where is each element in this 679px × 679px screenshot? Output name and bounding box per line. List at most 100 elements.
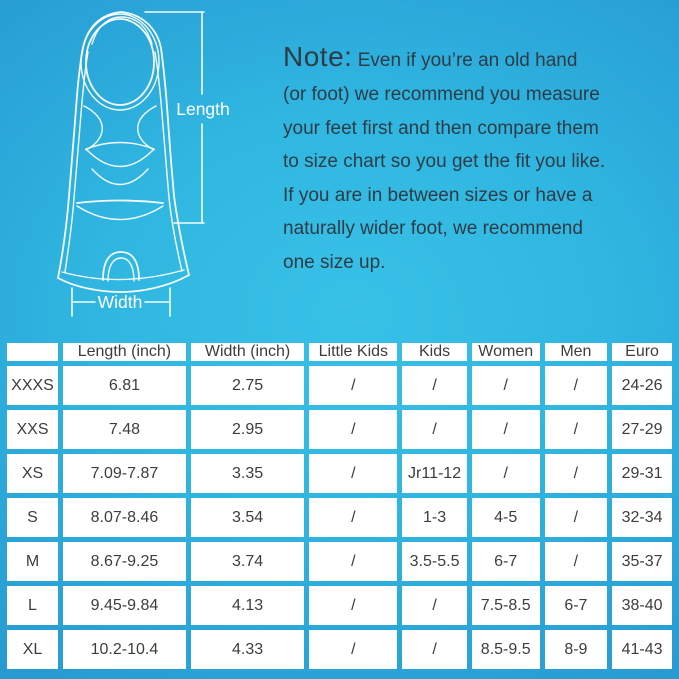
heel-arch <box>102 251 140 281</box>
width-dimension-label: Width <box>98 292 143 312</box>
table-cell: / <box>402 586 467 625</box>
table-cell: 3.54 <box>190 498 305 537</box>
table-cell: Jr11-12 <box>402 454 467 493</box>
table-cell: 4.13 <box>190 586 305 625</box>
table-row: XXS 7.48 2.95// //27-29 <box>7 410 672 449</box>
table-cell: 38-40 <box>612 586 672 625</box>
table-cell: / <box>309 498 398 537</box>
table-cell: 32-34 <box>612 498 672 537</box>
table-cell: / <box>471 410 540 449</box>
table-cell: / <box>544 366 608 405</box>
note-line: Note: Even if you’re an old hand <box>283 40 673 78</box>
fin-inner-right-contour <box>154 51 183 272</box>
table-header-cell <box>7 343 59 361</box>
table-cell: 7.09-7.87 <box>63 454 186 493</box>
table-cell: 9.45-9.84 <box>63 586 186 625</box>
table-header-cell: Women <box>471 343 540 361</box>
table-cell: 1-3 <box>402 498 467 537</box>
table-cell: 8.67-9.25 <box>63 542 186 581</box>
table-cell: 8-9 <box>544 630 608 669</box>
size-label-cell: XL <box>7 630 59 669</box>
note-line: (or foot) we recommend you measure <box>283 84 600 105</box>
table-header-cell: Width (inch) <box>190 343 305 361</box>
table-cell: 3.5-5.5 <box>402 542 467 581</box>
fin-diagram: Length Width <box>56 11 230 317</box>
strap-pinch-right <box>137 105 157 151</box>
table-header-cell: Men <box>544 343 608 361</box>
table-cell: / <box>471 454 540 493</box>
hero-section: Length Width Note: Even if you’re an old… <box>56 11 673 317</box>
mid-band-bottom <box>85 148 155 168</box>
note-line: to size chart so you get the fit you lik… <box>283 151 606 172</box>
heel-band-top <box>76 199 164 204</box>
foot-opening <box>85 18 155 106</box>
foot-opening-outer-ring <box>80 13 160 111</box>
table-cell: 2.95 <box>190 410 305 449</box>
table-cell: / <box>309 586 398 625</box>
table-cell: / <box>309 366 398 405</box>
size-chart-table: Length (inch) Width (inch) Little Kids Kids… <box>2 338 677 674</box>
table-cell: 24-26 <box>612 366 672 405</box>
table-cell: 8.07-8.46 <box>63 498 186 537</box>
table-cell: 6-7 <box>544 586 608 625</box>
size-label-cell: L <box>7 586 59 625</box>
table-cell: / <box>402 630 467 669</box>
note-line: If you are in between sizes or have a <box>283 184 593 206</box>
table-cell: 8.5-9.5 <box>471 630 540 669</box>
mid-band-top <box>85 141 155 150</box>
table-row: L 9.45-9.84 4.13//7.5-8.5 6-7 38-40 <box>7 586 672 625</box>
table-header-cell: Little Kids <box>309 343 398 361</box>
note-title: Note: <box>283 41 353 72</box>
table-row: XS 7.09-7.87 3.35/Jr11-12//29-31 <box>7 454 672 493</box>
table-header-row: Length (inch) Width (inch) Little Kids Kids… <box>7 343 672 361</box>
table-cell: 6.81 <box>63 366 186 405</box>
table-cell: / <box>544 454 608 493</box>
table-header-cell: Euro <box>612 343 672 361</box>
note-line: one size up. <box>283 251 386 273</box>
size-label-cell: S <box>7 498 59 537</box>
table-row: M 8.67-9.25 3.74/3.5-5.5 6-7/35-37 <box>7 542 672 581</box>
table-row: XXXS 6.81 2.75// //24-26 <box>7 366 672 405</box>
size-label-cell: XXXS <box>7 366 59 405</box>
table-cell: 27-29 <box>612 410 672 449</box>
table-cell: 7.5-8.5 <box>471 586 540 625</box>
table-cell: / <box>402 366 467 405</box>
table-cell: 3.35 <box>190 454 305 493</box>
table-cell: 41-43 <box>612 630 672 669</box>
size-label-cell: XS <box>7 454 59 493</box>
table-row: XL 10.2-10.4 4.33//8.5-9.5 8-9 41-43 <box>7 630 672 669</box>
table-cell: 7.48 <box>63 410 186 449</box>
fin-outline <box>56 11 191 293</box>
length-dimension-label: Length <box>176 99 230 119</box>
heel-band-bottom <box>76 205 164 221</box>
note-line: naturally wider foot, we recommend <box>283 218 583 239</box>
note-line: your feet first and then compare them <box>283 117 599 139</box>
table-cell: 29-31 <box>612 454 672 493</box>
table-cell: 35-37 <box>612 542 672 581</box>
table-header-cell: Length (inch) <box>63 343 186 361</box>
table-cell: / <box>309 410 398 449</box>
fin-bottom-contour <box>61 269 185 281</box>
table-cell: / <box>309 542 398 581</box>
table-header-cell: Kids <box>402 343 467 361</box>
strap-pinch-left <box>83 105 103 151</box>
size-label-cell: M <box>7 542 59 581</box>
table-cell: / <box>309 454 398 493</box>
fin-inner-left-contour <box>64 51 89 273</box>
table-cell: / <box>544 542 608 581</box>
size-label-cell: XXS <box>7 410 59 449</box>
table-row: S 8.07-8.46 3.54/1-3 4-5/32-34 <box>7 498 672 537</box>
table-cell: / <box>309 630 398 669</box>
mid-band-lower-arc <box>91 168 149 186</box>
table-cell: / <box>471 366 540 405</box>
table-cell: / <box>544 410 608 449</box>
note-block: Note: Even if you’re an old hand (or foo… <box>283 40 673 279</box>
table-cell: 4-5 <box>471 498 540 537</box>
note-text: Even if you’re an old hand <box>357 50 578 71</box>
table-cell: 10.2-10.4 <box>63 630 186 669</box>
table-cell: / <box>544 498 608 537</box>
heel-arch-inner <box>107 257 135 282</box>
table-cell: 4.33 <box>190 630 305 669</box>
table-cell: 3.74 <box>190 542 305 581</box>
